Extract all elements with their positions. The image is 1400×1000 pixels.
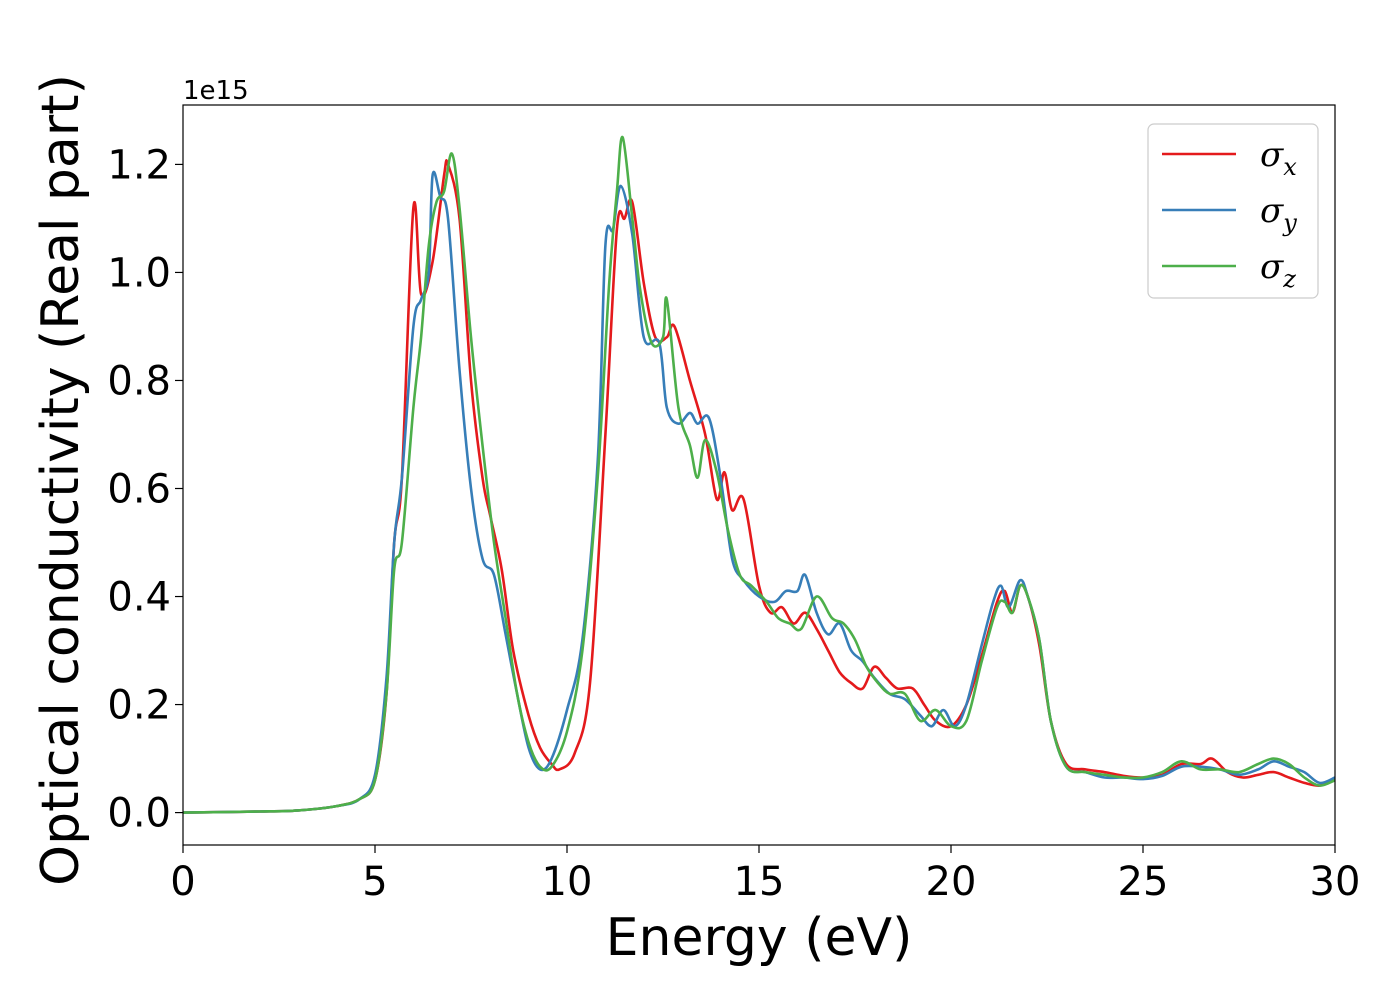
series-line-z [183,136,1335,814]
legend-label-z: σz [1260,247,1296,293]
x-axis-ticks: 0 5 10 15 20 25 30 [170,845,1360,905]
series-line-x [183,159,1335,814]
y-offset-text: 1e15 [183,76,249,106]
legend: σx σy σz [1147,123,1319,299]
legend-label-x: σx [1260,135,1297,181]
legend-label-y: σy [1260,191,1297,237]
y-axis-ticks: 0.0 0.2 0.4 0.6 0.8 1.0 1.2 [107,142,183,837]
x-tick-label: 25 [1118,859,1169,905]
y-axis-label: Optical conductivity (Real part) [31,74,91,886]
x-axis-label: Energy (eV) [606,908,913,968]
x-tick-label: 5 [362,859,387,905]
x-tick-label: 20 [926,859,977,905]
x-tick-label: 15 [734,859,785,905]
x-tick-label: 30 [1310,859,1361,905]
y-tick-label: 0.4 [107,575,171,621]
y-tick-label: 0.8 [107,358,171,404]
x-tick-label: 10 [542,859,593,905]
y-tick-label: 0.6 [107,467,171,513]
x-tick-label: 0 [170,859,195,905]
y-tick-label: 0.2 [107,683,171,729]
series-layer [183,136,1335,814]
y-tick-label: 1.2 [107,142,171,188]
y-tick-label: 1.0 [107,250,171,296]
y-tick-label: 0.0 [107,791,171,837]
